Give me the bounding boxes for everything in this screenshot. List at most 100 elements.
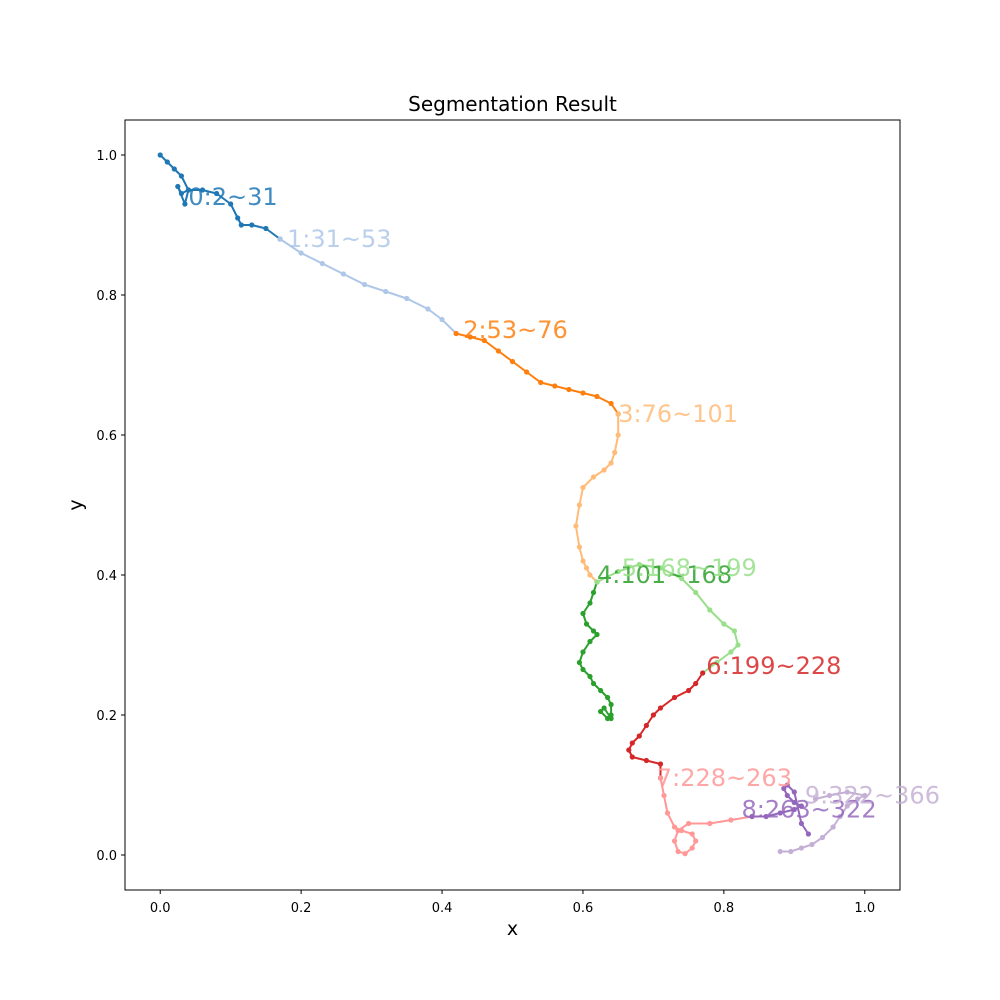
- series-2-point: [509, 358, 516, 365]
- series-1-point: [361, 281, 368, 288]
- y-tick-label: 0.4: [96, 569, 117, 584]
- series-9-point: [830, 824, 836, 830]
- segment-label-8: 8:263~322: [742, 796, 877, 824]
- series-3-point: [583, 565, 590, 571]
- series-8-point: [791, 806, 797, 813]
- segment-label-4: 4:101~168: [597, 561, 732, 589]
- series-line-1: [279, 238, 457, 335]
- series-1-point: [383, 288, 389, 295]
- series-2-point: [538, 379, 544, 386]
- series-7-point: [693, 838, 699, 844]
- series-6-point: [643, 722, 650, 729]
- series-5-point: [636, 561, 642, 568]
- series-5-point: [615, 568, 621, 575]
- series-6-point: [686, 687, 692, 694]
- series-8-point: [781, 785, 787, 792]
- series-6-point: [629, 740, 635, 746]
- series-4-point: [580, 610, 586, 617]
- series-0-point: [214, 190, 220, 197]
- series-9-point: [862, 792, 868, 799]
- series-4-point: [608, 701, 614, 708]
- segment-label-0: 0:2~31: [188, 183, 277, 211]
- series-6-point: [643, 757, 650, 764]
- series-8-point: [805, 831, 812, 837]
- series-5-point: [657, 565, 664, 571]
- series-0-point: [164, 159, 170, 165]
- series-7-point: [689, 845, 695, 851]
- segment-label-3: 3:76~101: [618, 400, 738, 428]
- series-8-point: [763, 813, 769, 820]
- series-7-point: [675, 848, 681, 855]
- series-8-point: [777, 810, 783, 816]
- x-tick-label: 0.8: [714, 901, 735, 916]
- series-3-point: [576, 502, 583, 508]
- series-4-point: [590, 628, 597, 634]
- segment-label-6: 6:199~228: [706, 652, 841, 680]
- series-line-3: [574, 414, 620, 583]
- segment-label-9: 9:322~366: [805, 782, 940, 810]
- series-2-point: [566, 386, 572, 393]
- series-7-point: [675, 827, 681, 834]
- series-3-point: [615, 411, 621, 417]
- series-8-point: [798, 803, 805, 809]
- plot-frame: [124, 119, 901, 891]
- series-1-point: [404, 295, 410, 302]
- x-tick-label: 1.0: [854, 901, 875, 916]
- series-6-point: [636, 733, 642, 739]
- series-7-point: [707, 820, 713, 827]
- series-9-point: [837, 813, 843, 820]
- series-6-point: [700, 670, 706, 676]
- series-2-point: [524, 369, 530, 375]
- series-1-point: [298, 250, 304, 256]
- series-7-point: [671, 824, 678, 830]
- x-axis-label: x: [507, 918, 518, 940]
- series-3-point: [615, 432, 621, 438]
- series-0-point: [178, 173, 184, 179]
- series-5-point: [693, 589, 699, 596]
- series-7: [657, 775, 755, 857]
- series-0-point: [178, 190, 184, 197]
- segment-label-2: 2:53~76: [463, 316, 568, 344]
- series-1-point: [340, 271, 346, 277]
- segment-labels: 0:2~31 1:31~53 2:53~76 3:76~101 4:101~1685:1…: [188, 183, 940, 824]
- series-2-point: [453, 330, 459, 337]
- series-8-point: [749, 813, 755, 820]
- series-7-point: [728, 817, 734, 823]
- series-4-point: [594, 631, 600, 638]
- series-0-point: [182, 201, 188, 207]
- series-2-point: [552, 383, 558, 389]
- series-6-point: [626, 747, 632, 753]
- series-7-point: [682, 851, 688, 857]
- series-8-point: [791, 799, 797, 806]
- series-0-point: [249, 222, 255, 228]
- series-4-point: [590, 589, 597, 596]
- series-9-point: [844, 789, 850, 795]
- series-5-point: [731, 628, 738, 634]
- series-3-point: [612, 449, 618, 456]
- series-0-point: [235, 215, 241, 221]
- series-3-point: [580, 558, 586, 564]
- series-8-point: [791, 789, 797, 795]
- series-6-point: [693, 680, 699, 687]
- series-3: [573, 411, 621, 585]
- series-2-point: [481, 337, 487, 344]
- series-5-point: [679, 575, 685, 582]
- series-5: [594, 561, 741, 676]
- series-9-point: [855, 796, 861, 802]
- x-tick-label: 0.6: [573, 901, 594, 916]
- series-8-point: [798, 820, 805, 827]
- y-tick-label: 0.8: [96, 289, 117, 304]
- series-2-point: [467, 334, 473, 340]
- series-4-point: [598, 687, 604, 694]
- segment-label-7: 7:228~263: [657, 764, 792, 792]
- series-9-point: [819, 834, 826, 841]
- series-5-point: [594, 579, 600, 585]
- series-3-point: [587, 572, 593, 578]
- series-4-point: [580, 666, 586, 673]
- series-4-point: [583, 621, 590, 627]
- series-5-point: [714, 659, 720, 666]
- series-1-point: [319, 260, 325, 267]
- series-4-point: [598, 708, 604, 715]
- series-3-point: [580, 484, 586, 491]
